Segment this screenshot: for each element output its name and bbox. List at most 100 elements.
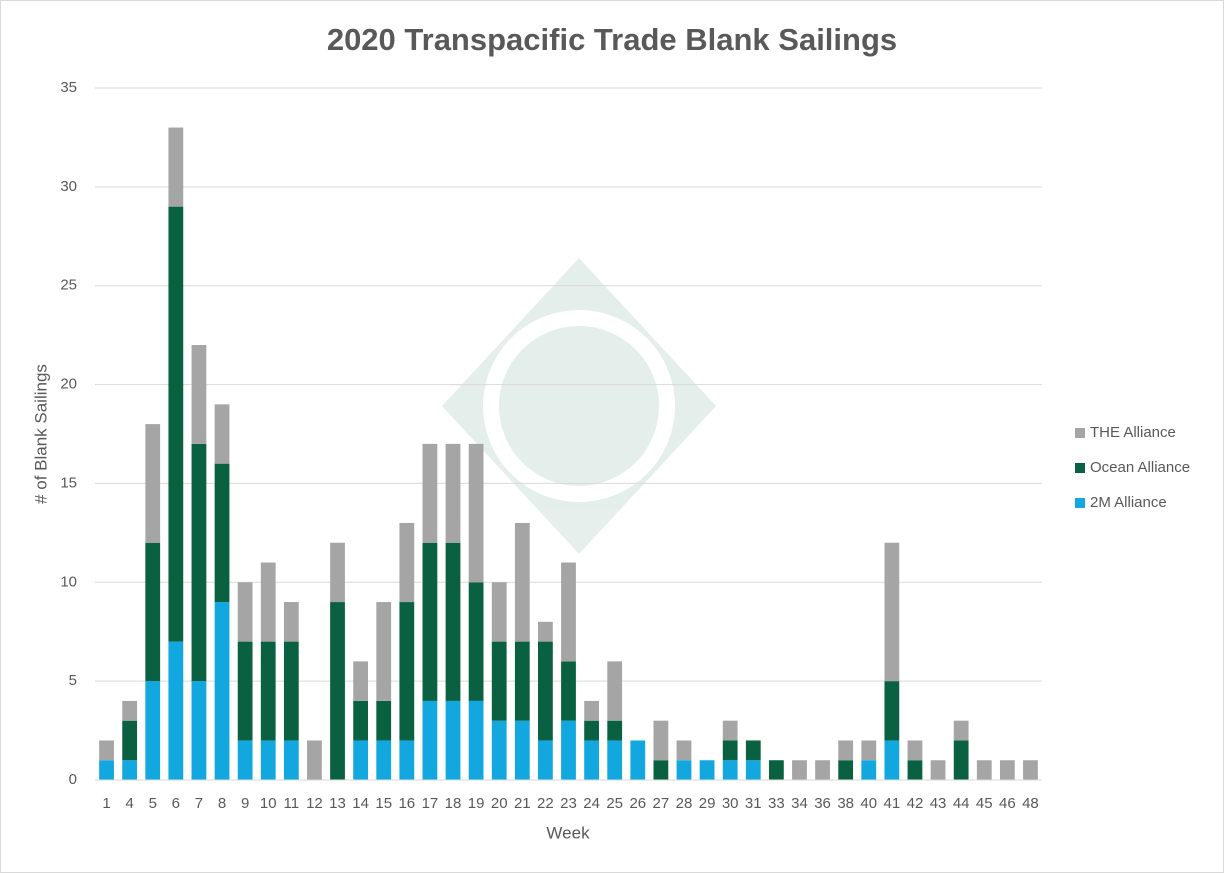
bar-segment [953,740,969,780]
bar-segment [907,740,923,761]
x-tick-label: 36 [814,795,831,812]
bar-segment [607,720,623,741]
bar-segment [445,542,461,701]
watermark [442,258,716,554]
bar-segment [168,127,184,207]
bar-segment [445,700,461,780]
y-tick-label: 15 [60,474,77,491]
bar-segment [283,602,299,642]
bar-segment [399,740,415,780]
bar-segment [514,641,530,721]
bar-segment [99,760,114,780]
x-tick-label: 5 [149,795,157,812]
x-tick-label: 40 [860,795,877,812]
bar-segment [607,740,623,780]
bar-segment [260,562,276,642]
x-tick-label: 24 [583,795,600,812]
bar-segment [884,542,900,682]
bar-segment [376,602,392,701]
x-tick-label: 20 [491,795,508,812]
bar-segment [884,681,900,741]
bar-segment [353,700,369,741]
bar-segment [561,661,576,721]
y-tick-label: 30 [60,178,77,195]
bar-segment [653,720,669,761]
bar-segment [422,443,438,543]
bar-segment [145,542,161,682]
bar-segment [399,522,415,603]
bar-segment [214,602,230,780]
bar-segment [861,740,877,761]
y-tick-label: 5 [69,672,77,689]
bar-segment [884,740,900,780]
bar-segment [491,720,507,780]
x-tick-label: 13 [329,795,346,812]
chart-title: 2020 Transpacific Trade Blank Sailings [327,22,897,57]
x-tick-label: 10 [260,795,277,812]
bar-segment [907,760,923,780]
x-tick-label: 7 [195,795,203,812]
x-tick-label: 17 [422,795,439,812]
bar-segment [468,700,484,780]
bar-segment [653,760,669,780]
bar-segment [538,740,553,780]
bar-segment [722,760,738,780]
bar-segment [745,740,761,761]
bar-segment [722,720,738,741]
bar-segment [584,740,599,780]
x-tick-label: 38 [837,795,854,812]
legend-swatch [1075,498,1085,508]
bar-segment [514,720,530,780]
x-tick-label: 14 [352,795,369,812]
x-tick-label: 29 [699,795,716,812]
bar-segment [260,641,276,741]
bar-segment [260,740,276,780]
x-tick-label: 19 [468,795,485,812]
bar-segment [307,740,322,780]
x-tick-label: 28 [676,795,693,812]
bar-segment [538,641,553,741]
bar-segment [237,582,253,642]
x-tick-label: 16 [398,795,415,812]
bar-segment [468,443,484,583]
x-tick-label: 43 [930,795,947,812]
bar-segment [584,700,599,721]
bar-segment [122,720,138,761]
x-tick-label: 12 [306,795,323,812]
bar-segment [122,760,138,780]
bar-segment [538,621,553,642]
bar-segment [237,641,253,741]
bar-segment [514,522,530,642]
bar-segment [214,404,230,464]
bar-segment [283,740,299,780]
bar-segment [445,443,461,543]
x-tick-label: 31 [745,795,762,812]
bar-segment [561,562,576,662]
bar-segment [953,720,969,741]
x-tick-label: 45 [976,795,993,812]
bar-segment [745,760,761,780]
x-tick-label: 42 [907,795,924,812]
x-tick-label: 30 [722,795,739,812]
bar-segment [191,443,207,682]
bar-segment [191,345,207,444]
x-tick-label: 4 [125,795,133,812]
bar-segment [491,582,507,642]
bar-segment [214,463,230,603]
bar-segment [561,720,576,780]
x-tick-label: 6 [172,795,180,812]
x-tick-label: 21 [514,795,531,812]
x-tick-label: 8 [218,795,226,812]
bar-segment [792,760,807,780]
bar-segment [976,760,992,780]
x-tick-label: 1 [102,795,110,812]
y-axis-title: # of Blank Sailings [31,364,50,504]
bar-segment [99,740,114,761]
bar-segment [930,760,946,780]
x-tick-label: 41 [884,795,901,812]
x-tick-label: 46 [999,795,1016,812]
x-tick-label: 22 [537,795,554,812]
bar-segment [422,700,438,780]
bar-segment [353,740,369,780]
